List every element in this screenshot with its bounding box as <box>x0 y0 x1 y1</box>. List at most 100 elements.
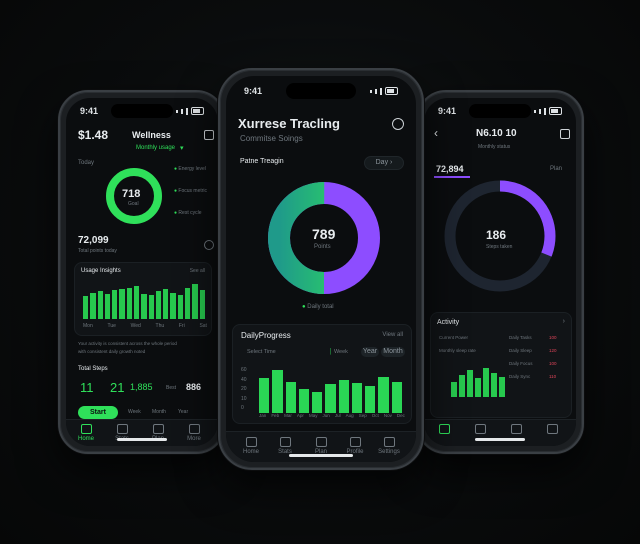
nav-settings[interactable]: Settings <box>374 437 404 455</box>
notch <box>469 104 531 118</box>
chart-bar <box>90 293 96 319</box>
period-filter[interactable]: Day › <box>364 156 404 170</box>
chart-bar <box>338 380 349 413</box>
chart-icon <box>474 424 486 434</box>
activity-row-key: Daily Tasks <box>509 335 532 340</box>
view-all-link[interactable]: View all <box>382 332 403 338</box>
share-icon[interactable] <box>560 129 570 139</box>
more-icon <box>546 424 558 434</box>
signal-icon <box>534 107 562 115</box>
activity-row-value: 110 <box>549 374 557 379</box>
phone-center: 9:41 Xurrese Tracling Commitse Soings Pa… <box>218 68 424 470</box>
y-axis-labels: 60 40 20 10 0 <box>241 367 247 411</box>
activity-row-key: Daily Sync <box>509 374 531 379</box>
stat-b: 21 <box>110 380 125 395</box>
tab-year[interactable]: Year <box>178 409 189 415</box>
total-points-caption: Total points today <box>78 248 117 254</box>
nav-stats[interactable]: Stats <box>270 437 300 455</box>
nav-more[interactable] <box>540 424 564 436</box>
chart-bar <box>259 378 270 413</box>
axis-label: Jan <box>259 413 267 418</box>
axis-label: Mon <box>83 323 93 329</box>
calendar-icon <box>152 424 164 434</box>
chart-bar <box>467 370 473 397</box>
dot-icon: ● <box>174 166 178 172</box>
ring-caption: Goal <box>128 201 139 207</box>
tab-month[interactable]: Month <box>152 409 166 415</box>
tab-week[interactable]: Week <box>128 409 141 415</box>
activity-bar-chart <box>451 363 507 397</box>
nav-more[interactable]: More <box>182 424 206 442</box>
axis-label: Thu <box>155 323 165 329</box>
nav-home[interactable]: Home <box>74 424 98 442</box>
chart-bar <box>112 290 118 319</box>
axis-label: Sat <box>199 323 207 329</box>
stat-c: 1,885 <box>130 382 153 392</box>
nav-home[interactable] <box>432 424 456 436</box>
tab-active[interactable]: 72,894 <box>436 164 464 174</box>
tab-inactive[interactable]: Plan <box>550 166 563 172</box>
notch <box>111 104 173 118</box>
axis-label: Oct <box>371 413 379 418</box>
start-button[interactable]: Start <box>78 406 118 419</box>
phone-left-screen: 9:41 $1.48 Wellness Monthly usage ▾ Toda… <box>66 98 218 446</box>
goal-ring <box>106 168 162 224</box>
nav-home[interactable]: Home <box>236 437 266 455</box>
chart-bar <box>104 294 111 319</box>
axis-label: Nov <box>383 413 392 418</box>
axis-label: Feb <box>271 413 280 418</box>
gear-icon <box>383 437 395 447</box>
chevron-down-icon: ▾ <box>180 145 184 152</box>
chart-bar <box>184 288 191 319</box>
chart-bar <box>351 383 363 413</box>
daily-progress-card: DailyProgress View all Select Time │ Wee… <box>232 324 412 424</box>
nav-plan[interactable] <box>504 424 528 436</box>
chart-bar <box>141 294 147 319</box>
home-indicator <box>475 438 525 441</box>
chevron-icon[interactable]: › <box>562 318 565 325</box>
axis-label: Sep <box>358 413 367 418</box>
dot-icon: ● <box>174 188 178 194</box>
axis-label: Jul <box>334 413 341 418</box>
tab-month[interactable]: Month <box>381 347 405 357</box>
back-icon[interactable]: ‹ <box>434 126 438 140</box>
settings-icon[interactable] <box>392 118 404 130</box>
more-icon <box>188 424 200 434</box>
axis-label: May <box>308 413 318 418</box>
nav-stats[interactable] <box>468 424 492 436</box>
chart-bar <box>499 377 505 397</box>
subtitle-dropdown[interactable]: Monthly usage <box>136 145 176 151</box>
see-all-link[interactable]: See all <box>189 268 205 274</box>
chart-bar <box>97 291 103 319</box>
refresh-icon[interactable] <box>204 240 214 250</box>
stat-d-label: Best <box>166 385 177 391</box>
ring-legend: ● Daily total <box>302 304 334 310</box>
section-label: Patne Treagin <box>240 158 284 165</box>
phone-right: 9:41 ‹ N6.10 10 Monthly status 72,894 Pl… <box>416 90 584 454</box>
signal-icon <box>176 107 204 115</box>
chart-bar <box>325 384 336 413</box>
menu-icon[interactable] <box>204 130 214 140</box>
ring-value: 718 <box>122 188 141 200</box>
axis-label: Apr <box>296 413 304 418</box>
chart-bar <box>119 289 125 319</box>
axis-label: Wed <box>130 323 141 329</box>
tab-week[interactable]: │ Week <box>329 349 348 355</box>
axis-label: 10 <box>241 395 247 402</box>
home-icon <box>245 437 257 447</box>
chart-bar <box>475 378 481 397</box>
axis-label: 0 <box>241 405 244 411</box>
calendar-icon <box>315 437 327 447</box>
battery-icon <box>385 87 398 95</box>
home-indicator <box>117 438 167 441</box>
battery-icon <box>191 107 204 115</box>
section-label: Today <box>78 160 95 166</box>
chart-bar <box>192 284 198 319</box>
ring-caption: Points <box>314 244 331 250</box>
page-title: N6.10 10 <box>476 128 517 139</box>
tab-year[interactable]: Year <box>361 347 379 357</box>
axis-label: Tue <box>107 323 116 329</box>
nav-plan[interactable]: Plan <box>306 437 336 455</box>
nav-profile[interactable]: Profile <box>340 437 370 455</box>
page-subtitle: Commitse Soings <box>240 134 303 143</box>
